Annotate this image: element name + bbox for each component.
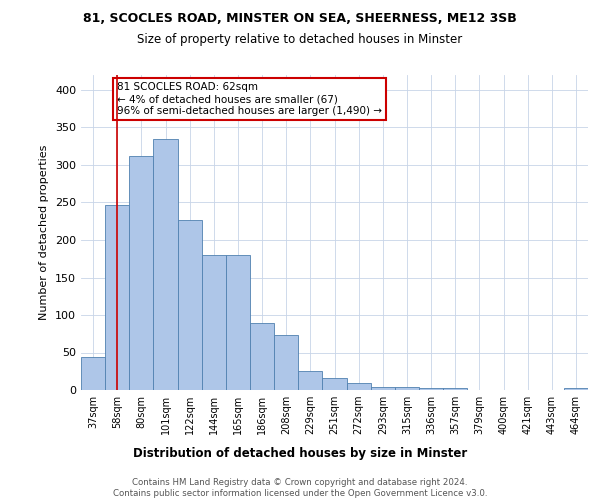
Bar <box>395 387 419 390</box>
Bar <box>250 322 274 390</box>
Bar <box>105 206 129 390</box>
Bar <box>202 255 226 390</box>
Bar <box>371 387 395 390</box>
Bar <box>154 138 178 390</box>
Bar <box>322 378 347 390</box>
Bar <box>443 388 467 390</box>
Y-axis label: Number of detached properties: Number of detached properties <box>40 145 49 320</box>
Bar <box>129 156 154 390</box>
Bar <box>81 357 105 390</box>
Bar <box>226 255 250 390</box>
Text: 81 SCOCLES ROAD: 62sqm
← 4% of detached houses are smaller (67)
96% of semi-deta: 81 SCOCLES ROAD: 62sqm ← 4% of detached … <box>117 82 382 116</box>
Bar <box>347 383 371 390</box>
Text: Distribution of detached houses by size in Minster: Distribution of detached houses by size … <box>133 448 467 460</box>
Text: Contains HM Land Registry data © Crown copyright and database right 2024.
Contai: Contains HM Land Registry data © Crown c… <box>113 478 487 498</box>
Text: Size of property relative to detached houses in Minster: Size of property relative to detached ho… <box>137 32 463 46</box>
Bar <box>274 335 298 390</box>
Bar <box>178 220 202 390</box>
Bar <box>298 370 322 390</box>
Bar <box>564 388 588 390</box>
Bar <box>419 388 443 390</box>
Text: 81, SCOCLES ROAD, MINSTER ON SEA, SHEERNESS, ME12 3SB: 81, SCOCLES ROAD, MINSTER ON SEA, SHEERN… <box>83 12 517 26</box>
